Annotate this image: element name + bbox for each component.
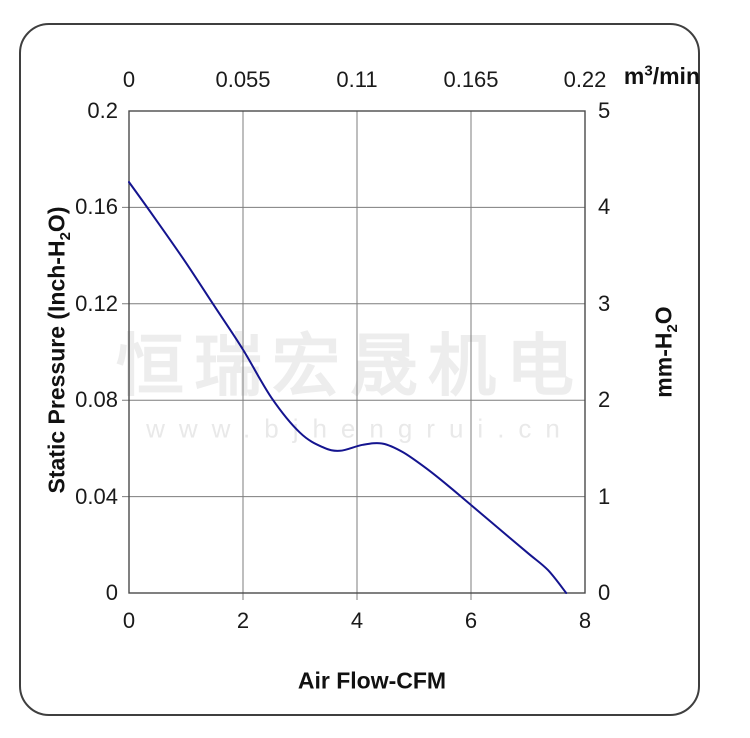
y-right-tick-label: 4 bbox=[598, 194, 611, 220]
y-left-tick-label: 0 bbox=[105, 580, 118, 605]
x-top-tick-label: 0 bbox=[122, 67, 136, 92]
y-right-tick-label: 5 bbox=[598, 98, 611, 123]
x-bottom-axis-title: Air Flow-CFM bbox=[297, 667, 447, 694]
y-right-title-pre: mm-H bbox=[650, 332, 677, 398]
x-top-tick-label: 0.22 bbox=[563, 67, 607, 92]
static-pressure-vs-airflow-curve bbox=[128, 181, 568, 594]
x-bottom-tick-label: 4 bbox=[350, 608, 364, 633]
y-right-tick-label: 0 bbox=[598, 580, 611, 605]
y-left-axis-title: Static Pressure (Inch-H2O) bbox=[43, 206, 75, 494]
watermark-chinese-text: 恒瑞宏晟机电 bbox=[115, 328, 585, 405]
x-top-axis-unit: m3/min bbox=[624, 63, 700, 90]
y-right-tick-label: 2 bbox=[598, 387, 611, 413]
y-right-title-sub: 2 bbox=[664, 324, 682, 333]
x-top-unit-post: /min bbox=[652, 63, 700, 89]
y-left-tick-label: 0.04 bbox=[75, 483, 118, 509]
chart-frame-border bbox=[19, 23, 700, 716]
x-bottom-tick-label: 0 bbox=[122, 608, 136, 633]
y-left-tick-label: 0.12 bbox=[75, 290, 118, 316]
y-left-tick-label: 0.08 bbox=[75, 387, 118, 413]
y-left-title-post: O) bbox=[43, 206, 70, 233]
y-left-title-pre: Static Pressure (Inch-H bbox=[43, 240, 70, 494]
watermark-website-text: www.bjhengrui.cn bbox=[146, 413, 574, 444]
x-top-unit-sup: 3 bbox=[644, 62, 653, 80]
y-left-tick-label: 0.2 bbox=[87, 98, 118, 123]
x-top-tick-label: 0.165 bbox=[443, 67, 499, 92]
x-top-tick-label: 0.11 bbox=[336, 67, 378, 92]
y-right-tick-label: 1 bbox=[598, 483, 611, 509]
x-bottom-tick-label: 8 bbox=[578, 608, 592, 633]
y-right-axis-title: mm-H2O bbox=[650, 306, 682, 398]
y-right-title-post: O bbox=[650, 306, 677, 325]
x-top-unit-pre: m bbox=[623, 63, 645, 89]
x-bottom-tick-label: 2 bbox=[236, 608, 250, 633]
x-bottom-tick-label: 6 bbox=[464, 608, 478, 633]
x-top-tick-label: 0.055 bbox=[215, 67, 271, 92]
y-left-title-sub: 2 bbox=[57, 232, 75, 241]
y-left-tick-label: 0.16 bbox=[75, 194, 118, 220]
y-right-tick-label: 3 bbox=[598, 290, 611, 316]
